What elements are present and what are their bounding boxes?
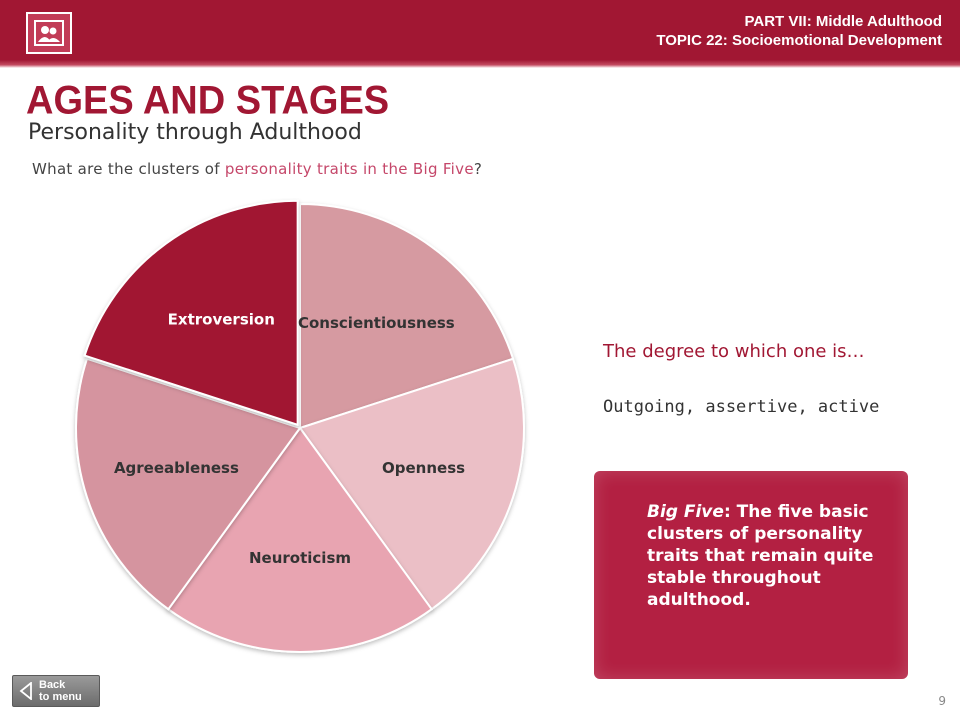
people-icon [26, 12, 72, 54]
banner-edge [0, 60, 960, 68]
pie-label-conscientiousness: Conscientiousness [298, 314, 455, 332]
question-post: ? [474, 160, 482, 178]
back-to-menu-button[interactable]: Back to menu [12, 675, 100, 707]
definition-box: Big Five: The five basic clusters of per… [594, 471, 908, 679]
page-number: 9 [938, 694, 946, 708]
question-highlight: personality traits in the Big Five [225, 160, 474, 178]
slide-subheading: Personality through Adulthood [28, 120, 362, 145]
back-label-line2: to menu [39, 691, 99, 703]
part-label: PART VII: [745, 13, 812, 30]
topic-title: Socioemotional Development [732, 32, 942, 49]
pie-label-neuroticism: Neuroticism [249, 549, 351, 567]
course-breadcrumb: PART VII: Middle Adulthood TOPIC 22: Soc… [656, 12, 942, 50]
question-pre: What are the clusters of [32, 160, 225, 178]
definition-term: Big Five [647, 502, 724, 522]
topic-label: TOPIC 22: [656, 32, 727, 49]
trait-description: Outgoing, assertive, active [603, 397, 879, 417]
back-label-line1: Back [39, 679, 99, 691]
pie-label-agreeableness: Agreeableness [114, 459, 239, 477]
definition-text: Big Five: The five basic clusters of per… [647, 501, 887, 611]
part-title: Middle Adulthood [816, 13, 942, 30]
big-five-pie-chart: Conscientiousness Openness Neuroticism Agre… [70, 198, 536, 664]
pie-label-openness: Openness [382, 459, 465, 477]
triangle-left-icon [19, 682, 33, 700]
back-button-label: Back to menu [39, 679, 99, 703]
slide-question: What are the clusters of personality tra… [32, 160, 482, 178]
pie-label-extroversion: Extroversion [168, 311, 275, 329]
trait-degree-prompt: The degree to which one is… [603, 341, 865, 362]
slide-heading: AGES AND STAGES [26, 79, 389, 123]
